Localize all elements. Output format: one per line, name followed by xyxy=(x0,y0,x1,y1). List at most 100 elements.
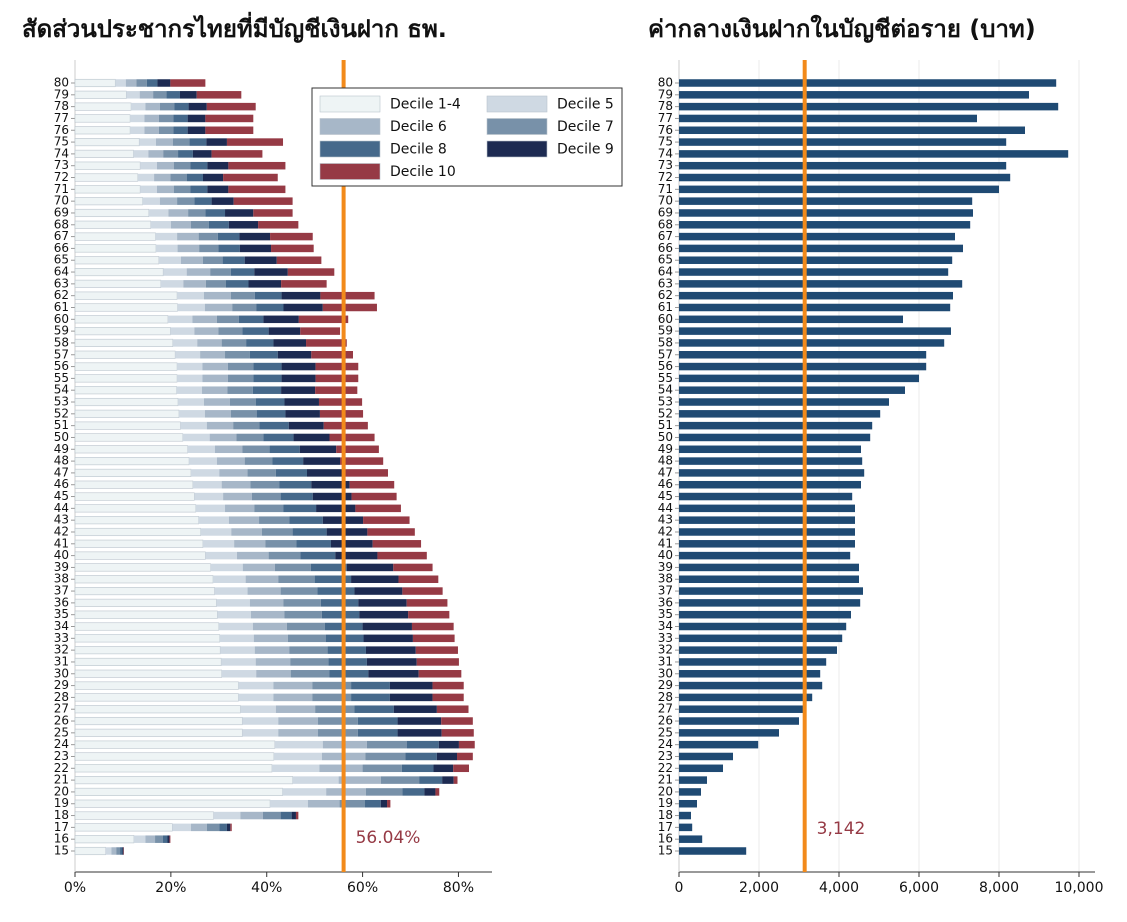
bar-segment xyxy=(105,847,112,855)
bar-segment xyxy=(140,161,157,170)
y-tick-label: 46 xyxy=(54,477,69,491)
bar-segment xyxy=(206,138,227,146)
bar-segment xyxy=(200,528,232,536)
bar-segment xyxy=(74,646,221,655)
bar-segment xyxy=(145,835,156,843)
bar xyxy=(679,740,759,749)
bar-segment xyxy=(74,776,293,785)
y-tick-label: 50 xyxy=(658,430,673,444)
bar-segment xyxy=(312,681,352,690)
y-tick-label: 17 xyxy=(54,820,69,834)
bar xyxy=(679,79,1057,87)
bar-segment xyxy=(168,209,189,217)
bar-segment xyxy=(170,79,206,87)
bar-segment xyxy=(74,291,178,300)
y-tick-label: 54 xyxy=(658,383,673,397)
bar-segment xyxy=(303,457,341,465)
y-tick-label: 26 xyxy=(54,714,69,728)
bar-segment xyxy=(188,209,206,217)
bar-segment xyxy=(247,587,281,595)
bar xyxy=(679,268,949,276)
bar-segment xyxy=(74,197,143,206)
bar-segment xyxy=(280,492,313,501)
bar-segment xyxy=(278,575,315,583)
bar-segment xyxy=(74,445,188,454)
bar xyxy=(679,315,903,324)
bar-segment xyxy=(282,788,327,796)
bar-segment xyxy=(187,114,206,123)
y-tick-label: 76 xyxy=(658,123,673,137)
bar xyxy=(679,764,723,773)
bar-segment xyxy=(74,752,275,761)
bar-segment xyxy=(203,291,231,300)
bar-segment xyxy=(206,823,220,832)
y-tick-label: 45 xyxy=(658,489,673,503)
bar-segment xyxy=(239,232,271,241)
bar xyxy=(679,398,889,406)
bar-segment xyxy=(278,717,319,725)
bar-segment xyxy=(326,788,366,796)
bar-segment xyxy=(240,811,263,820)
bar-segment xyxy=(268,327,301,335)
bar-segment xyxy=(274,563,311,572)
bar-segment xyxy=(222,256,245,264)
bar xyxy=(679,540,855,548)
bar-segment xyxy=(74,598,217,607)
bar-segment xyxy=(186,173,203,182)
bar-segment xyxy=(137,173,155,182)
bar-segment xyxy=(179,410,205,418)
bar-segment xyxy=(202,386,228,394)
bar-segment xyxy=(74,551,206,560)
bar-segment xyxy=(281,374,316,383)
x-tick-label: 0% xyxy=(64,880,86,896)
bar-segment xyxy=(318,398,363,406)
bar-segment xyxy=(211,150,263,158)
y-tick-label: 22 xyxy=(658,761,673,775)
bar-segment xyxy=(435,788,440,796)
y-tick-label: 27 xyxy=(54,702,69,716)
bar-segment xyxy=(253,634,288,643)
bar-segment xyxy=(183,280,206,288)
bar-segment xyxy=(170,327,195,335)
bar-segment xyxy=(234,540,266,548)
bar xyxy=(679,280,963,288)
bar-segment xyxy=(349,480,395,489)
bar xyxy=(679,693,813,702)
y-tick-label: 72 xyxy=(54,170,69,184)
bar-segment xyxy=(283,599,321,607)
bar xyxy=(679,433,871,442)
bar-segment xyxy=(237,551,269,560)
bar-segment xyxy=(158,256,181,264)
bar-segment xyxy=(177,291,204,300)
bar-segment xyxy=(167,315,193,324)
bar-segment xyxy=(238,693,274,702)
bar-segment xyxy=(359,610,409,619)
y-tick-label: 29 xyxy=(658,678,673,692)
y-tick-label: 36 xyxy=(54,595,69,609)
bar-segment xyxy=(405,752,437,761)
bar-segment xyxy=(366,658,417,666)
bar-segment xyxy=(299,445,337,454)
bar-segment xyxy=(190,469,220,477)
bar-segment xyxy=(327,646,366,654)
bar-segment xyxy=(74,409,180,418)
x-tick-label: 0 xyxy=(675,880,684,896)
bar-segment xyxy=(163,150,179,158)
y-tick-label: 80 xyxy=(54,76,69,90)
y-tick-label: 59 xyxy=(658,324,673,338)
y-tick-label: 24 xyxy=(658,737,673,751)
chart-title: สัดส่วนประชากรไทยที่มีบัญชีเงินฝาก ธพ. xyxy=(22,11,447,43)
y-tick-label: 57 xyxy=(658,347,673,361)
bar-segment xyxy=(177,244,200,253)
y-tick-label: 46 xyxy=(658,477,673,491)
bar-segment xyxy=(271,244,314,253)
bar-segment xyxy=(406,740,439,749)
bar-segment xyxy=(315,705,355,713)
bar-segment xyxy=(319,410,364,418)
bar-segment xyxy=(190,161,208,170)
bar-segment xyxy=(357,717,398,725)
bar-segment xyxy=(207,161,229,170)
bar-segment xyxy=(306,339,347,347)
y-tick-label: 28 xyxy=(54,690,69,704)
